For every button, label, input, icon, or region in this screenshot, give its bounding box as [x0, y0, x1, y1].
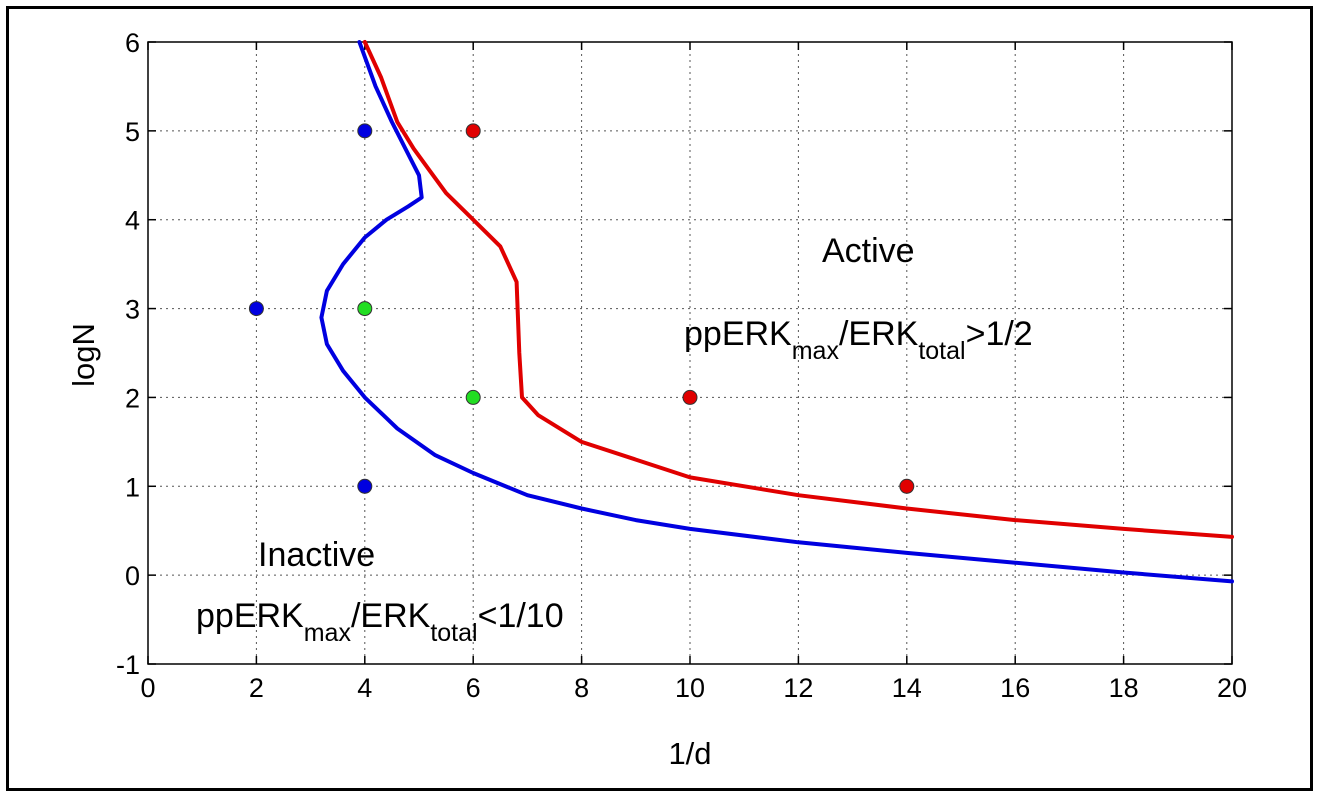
y-tick-label: 1: [125, 472, 140, 502]
data-point: [248, 301, 264, 317]
y-tick-label: 3: [125, 295, 140, 325]
x-tick-label: 12: [783, 673, 813, 703]
boundary-curves: [319, 40, 1234, 584]
data-point: [465, 389, 481, 405]
x-tick-label: 16: [1000, 673, 1030, 703]
blue-boundary-curve: [319, 40, 1234, 584]
x-tick-label: 6: [466, 673, 481, 703]
y-tick-label: 4: [125, 206, 140, 236]
x-tick-label: 8: [574, 673, 589, 703]
x-tick-label: 0: [140, 673, 155, 703]
data-point: [899, 478, 915, 494]
x-tick-label: 10: [675, 673, 705, 703]
y-tick-label: 5: [125, 117, 140, 147]
x-tick-label: 2: [249, 673, 264, 703]
active-threshold-label: ppERKmax/ERKtotal>1/2: [684, 315, 1033, 365]
x-tick-label: 14: [892, 673, 922, 703]
x-axis-label: 1/d: [668, 736, 711, 771]
x-tick-label: 18: [1109, 673, 1139, 703]
y-tick-label: 2: [125, 383, 140, 413]
data-point: [357, 478, 373, 494]
inactive-threshold-label: ppERKmax/ERKtotal<1/10: [196, 597, 564, 647]
x-tick-label: 20: [1217, 673, 1247, 703]
data-point: [465, 123, 481, 139]
grid-lines: [148, 42, 1232, 664]
y-tick-label: 6: [125, 28, 140, 58]
data-point: [357, 301, 373, 317]
active-region-label: Active: [822, 232, 915, 270]
x-tick-label: 4: [357, 673, 372, 703]
data-point: [682, 389, 698, 405]
y-tick-label: 0: [125, 561, 140, 591]
figure-frame: [6, 6, 1313, 791]
plot-axes: [147, 41, 1233, 665]
data-point: [357, 123, 373, 139]
y-axis-label: logN: [66, 323, 101, 387]
inactive-region-label: Inactive: [258, 536, 375, 574]
sample-points: [248, 123, 915, 494]
red-boundary-curve: [362, 40, 1234, 539]
y-tick-label: -1: [116, 650, 140, 680]
